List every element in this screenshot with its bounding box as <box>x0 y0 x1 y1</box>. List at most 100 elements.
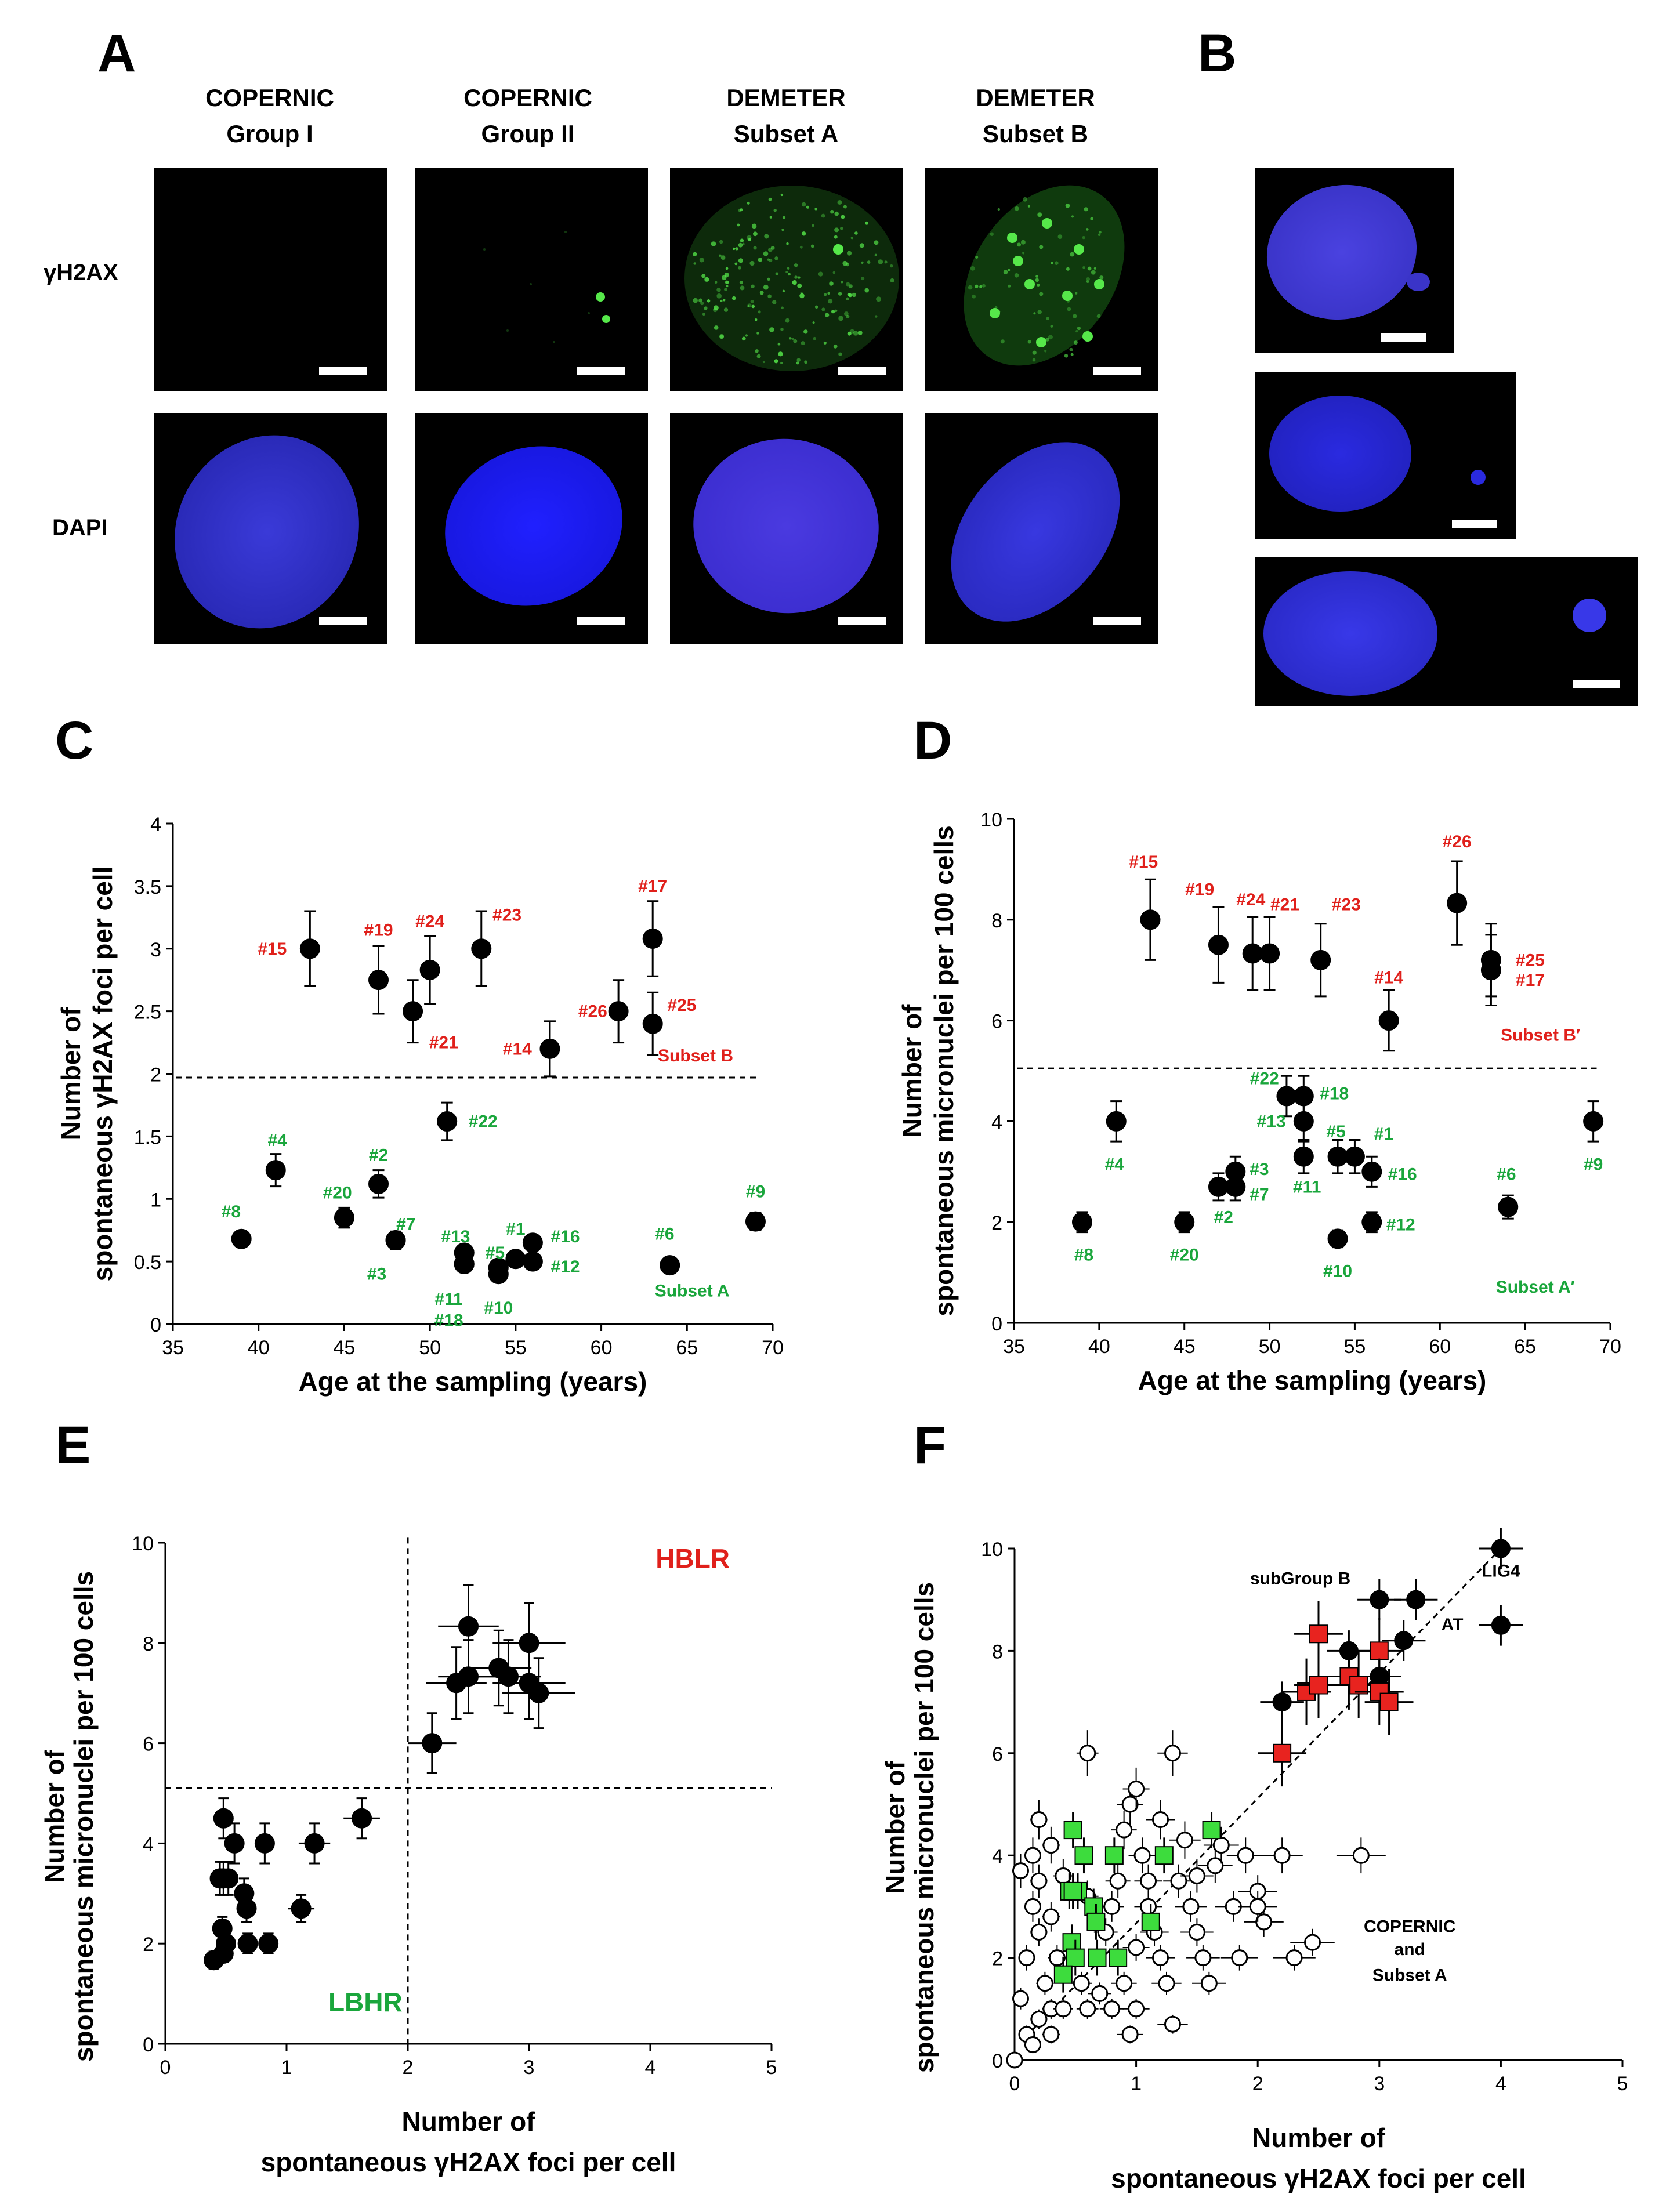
focus <box>859 243 864 248</box>
open-point <box>1169 1821 1201 1859</box>
focus <box>806 205 809 209</box>
focus <box>1044 350 1047 353</box>
focus <box>968 285 973 290</box>
focus <box>738 242 743 248</box>
focus <box>780 361 783 364</box>
focus <box>748 238 751 241</box>
focus <box>751 284 755 288</box>
focus <box>734 262 738 266</box>
focus <box>1032 350 1037 355</box>
y-tick-label: 4 <box>991 1111 1002 1133</box>
point-label: #25 <box>667 996 696 1015</box>
panel-letter-b: B <box>1198 24 1237 83</box>
region-label: Subset A′ <box>1496 1278 1575 1297</box>
point-label: #14 <box>503 1039 532 1058</box>
focus <box>867 260 871 264</box>
black-point <box>1260 1681 1304 1723</box>
data-point <box>438 1639 499 1714</box>
focus <box>725 267 729 270</box>
y-tick-label: 8 <box>992 1641 1003 1663</box>
focus <box>723 299 726 302</box>
column-header-line2: Group I <box>226 120 313 147</box>
point-label: #15 <box>1129 853 1158 872</box>
column-header-copernic-group-2: COPERNIC Group II <box>418 80 638 152</box>
x-tick-label: 5 <box>766 2057 777 2079</box>
open-point <box>1117 1783 1143 1825</box>
open-point <box>1175 1891 1207 1922</box>
y-tick-label: 6 <box>992 1743 1003 1765</box>
data-point: #14 <box>503 1020 560 1078</box>
scale-bar <box>838 367 886 375</box>
focus <box>764 234 769 239</box>
focus <box>1037 310 1042 314</box>
focus <box>762 361 765 364</box>
marker <box>1293 1146 1314 1167</box>
focus <box>1003 270 1008 274</box>
open-point <box>1036 1971 1054 1995</box>
open-point <box>1128 1837 1156 1874</box>
open-circle-marker <box>1091 1985 1109 2002</box>
open-circle-marker <box>1164 2015 1181 2033</box>
focus <box>787 267 790 270</box>
focus <box>1037 212 1042 217</box>
point-label: #24 <box>415 912 444 931</box>
focus <box>821 213 825 218</box>
green-point <box>1202 1812 1221 1848</box>
x-tick-label: 1 <box>1131 2073 1142 2095</box>
focus <box>785 271 788 274</box>
green-square-marker <box>1202 1821 1221 1840</box>
focus <box>753 246 757 250</box>
data-point: #17 <box>1480 934 1545 1007</box>
marker <box>1242 943 1263 964</box>
focus <box>841 215 845 219</box>
focus <box>1073 340 1078 345</box>
focus <box>1091 270 1096 275</box>
focus <box>750 299 754 303</box>
quadrant-label: HBLR <box>655 1543 730 1573</box>
region-label: Subset B <box>658 1046 733 1065</box>
point-label: #18 <box>434 1311 463 1330</box>
focus <box>794 275 798 279</box>
point-label: #4 <box>268 1131 288 1150</box>
green-square-marker <box>1104 1846 1124 1865</box>
focus <box>979 285 983 288</box>
open-point <box>1024 2036 1041 2054</box>
focus <box>720 299 723 302</box>
open-circle-marker <box>1176 1832 1193 1849</box>
point-label: #19 <box>364 920 393 940</box>
y-axis-title-line2: spontaneous micronuclei per 100 cells <box>68 1571 99 2062</box>
focus <box>1064 354 1069 358</box>
focus <box>1024 279 1035 289</box>
x-tick-label: 50 <box>1259 1336 1281 1358</box>
y-tick-label: 6 <box>143 1734 154 1756</box>
focus <box>726 285 729 288</box>
focus <box>1082 266 1085 269</box>
data-point: #2 <box>368 1146 389 1199</box>
x-tick-label: 0 <box>1009 2073 1020 2095</box>
green-square-marker <box>1109 1948 1128 1967</box>
point-label: #6 <box>1497 1165 1516 1184</box>
data-point: #24 <box>1236 890 1266 991</box>
focus <box>801 341 805 346</box>
y-tick-label: 4 <box>150 814 161 836</box>
open-point <box>1076 1999 1099 2019</box>
focus <box>1035 278 1039 282</box>
point-label: #24 <box>1236 890 1265 909</box>
micrograph-b-nucleus-with-micronucleus-large <box>1255 557 1638 706</box>
focus <box>818 271 823 277</box>
marker <box>1361 1212 1382 1232</box>
focus <box>791 338 794 340</box>
chart-c-gh2ax-vs-age: 35 40 45 50 55 60 65 70 0 0.5 1 1.5 2 2.5 3 3.5 4 Age at … <box>56 814 784 1397</box>
open-circle-marker <box>1079 2000 1096 2018</box>
focus <box>1035 275 1038 278</box>
focus <box>716 287 721 292</box>
focus <box>774 256 778 260</box>
y-tick-label: 4 <box>143 1833 154 1855</box>
marker <box>1276 1086 1297 1107</box>
axes: 0 1 2 3 4 5 0 2 4 6 8 10 <box>981 1539 1628 2095</box>
marker <box>237 1933 258 1954</box>
point-label: #2 <box>1214 1208 1233 1227</box>
open-circle-marker <box>1042 2026 1060 2043</box>
region-label: Subset B′ <box>1501 1025 1580 1045</box>
marker <box>1174 1212 1195 1232</box>
